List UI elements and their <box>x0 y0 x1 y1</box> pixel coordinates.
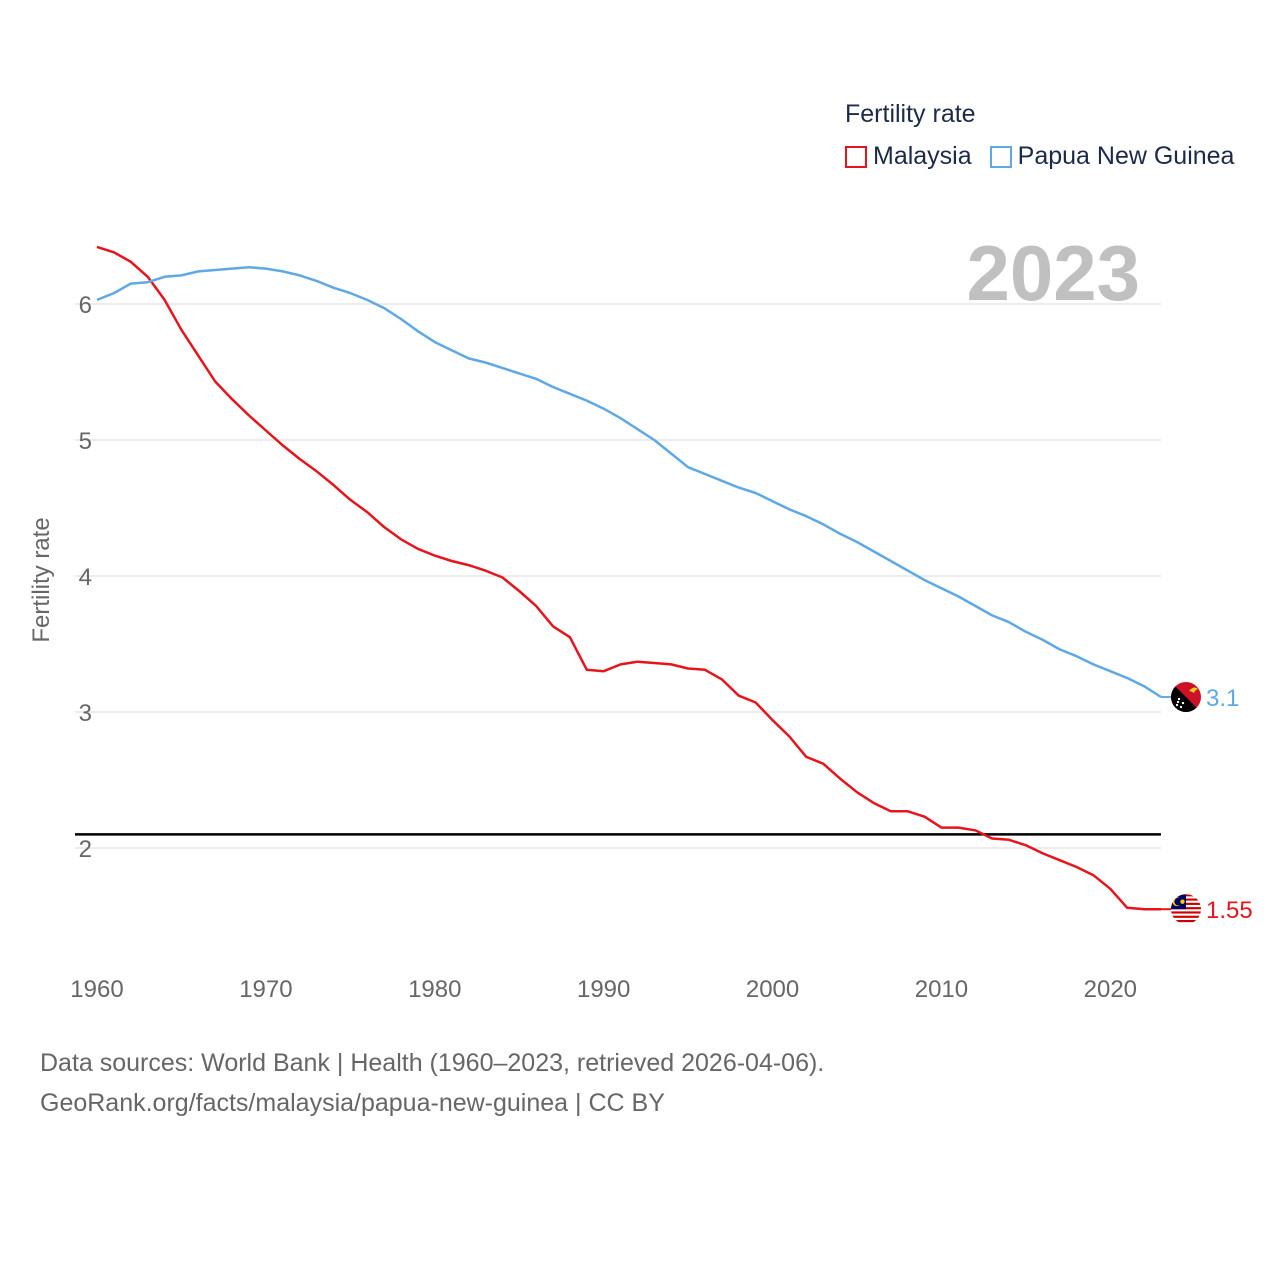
y-tick-label: 4 <box>79 564 92 591</box>
y-tick-label: 2 <box>79 836 92 863</box>
legend-title: Fertility rate <box>845 100 976 128</box>
x-tick-label: 1960 <box>70 976 123 1003</box>
x-tick-label: 2020 <box>1084 976 1137 1003</box>
footer: Data sources: World Bank | Health (1960–… <box>40 1043 824 1123</box>
x-tick-label: 1990 <box>577 976 630 1003</box>
papua-new-guinea-flag-icon <box>1171 682 1201 713</box>
legend-label-papua-new-guinea: Papua New Guinea <box>1017 142 1235 170</box>
series-group <box>96 245 1162 911</box>
legend-item-malaysia[interactable]: Malaysia <box>845 142 972 171</box>
end-value-label-malaysia: 1.55 <box>1206 897 1253 924</box>
malaysia-flag-icon <box>1171 894 1201 925</box>
footer-credit[interactable]: GeoRank.org/facts/malaysia/papua-new-gui… <box>40 1089 665 1117</box>
legend-swatch-malaysia <box>845 145 867 168</box>
y-tick-label: 6 <box>79 292 92 319</box>
x-axis-ticks: 1960 1970 1980 1990 2000 2010 2020 <box>70 976 1137 1003</box>
grid <box>75 303 1161 849</box>
series-line-malaysia <box>96 245 1161 911</box>
y-tick-label: 3 <box>79 700 92 727</box>
end-value-label-papua-new-guinea: 3.1 <box>1206 685 1239 712</box>
footer-sources: Data sources: World Bank | Health (1960–… <box>40 1049 825 1077</box>
x-tick-label: 2010 <box>915 976 968 1003</box>
x-tick-label: 2000 <box>746 976 799 1003</box>
y-axis-label: Fertility rate <box>28 517 55 643</box>
x-tick-label: 1980 <box>408 976 461 1003</box>
end-labels: 1.55 3.1 <box>1161 682 1253 925</box>
current-year-label: 2023 <box>966 229 1140 317</box>
legend: Malaysia Papua New Guinea <box>845 142 1252 171</box>
legend-label-malaysia: Malaysia <box>873 142 972 170</box>
legend-swatch-papua-new-guinea <box>989 145 1012 168</box>
y-tick-label: 5 <box>79 428 92 455</box>
legend-item-papua-new-guinea[interactable]: Papua New Guinea <box>989 142 1235 171</box>
x-tick-label: 1970 <box>239 976 292 1003</box>
y-axis-ticks: 2 3 4 5 6 <box>79 292 92 863</box>
series-line-papua-new-guinea <box>96 266 1162 699</box>
